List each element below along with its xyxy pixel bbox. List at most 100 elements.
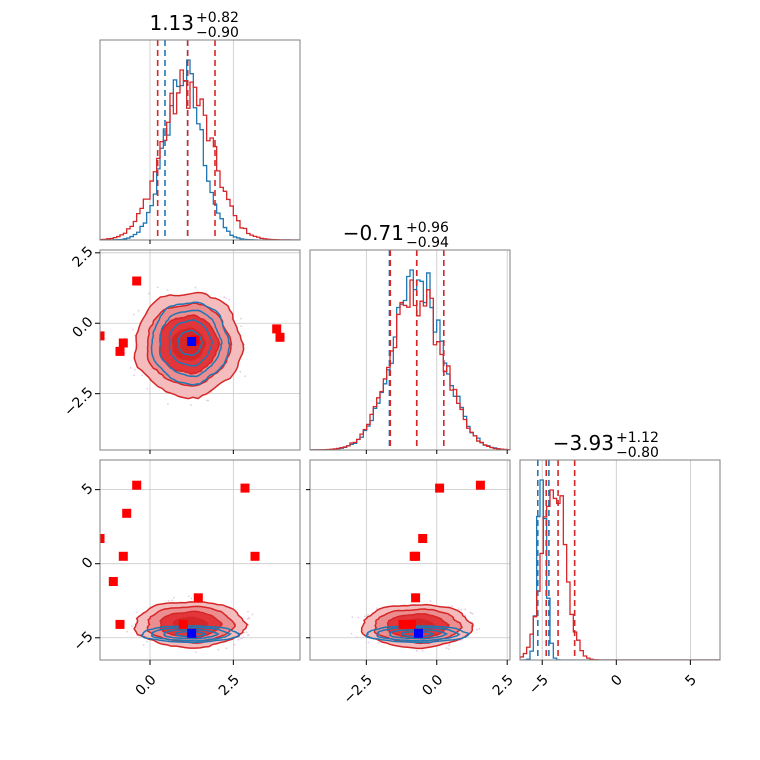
joint-p2-vs-p0-marker-red-7 <box>250 551 260 561</box>
joint-p2-vs-p1-sample-dot <box>445 647 448 650</box>
joint-p1-vs-p0-sample-dot <box>239 370 242 373</box>
joint-p2-vs-p1-sample-dot <box>461 639 464 641</box>
x-tick-label-p0-1: 2.5 <box>216 672 243 699</box>
marginal-p1-title-minus: −0.94 <box>406 235 449 251</box>
joint-p1-vs-p0-marker-red-4 <box>275 332 285 342</box>
joint-p2-vs-p1-sample-dot <box>429 600 432 603</box>
joint-p2-vs-p1-marker-red-6 <box>406 619 416 629</box>
joint-p2-vs-p0-sample-dot <box>241 637 244 640</box>
joint-p1-vs-p0-sample-dot <box>205 399 208 402</box>
y-tick-label-p2-2: 5 <box>79 480 97 498</box>
joint-p2-vs-p1-contour-blue-1 <box>376 626 461 642</box>
joint-p2-vs-p1-sample-dot <box>376 607 378 610</box>
joint-p2-vs-p0-sample-dot <box>131 625 134 628</box>
joint-p2-vs-p0-sample-dot <box>247 634 249 637</box>
joint-p2-vs-p0-contour-blue-1 <box>150 626 233 642</box>
marginal-p1-title: −0.71 +0.96−0.94 <box>343 220 449 251</box>
y-tick-label-p1-1: 0.0 <box>70 314 97 341</box>
joint-p2-vs-p1-sample-dot <box>356 636 358 639</box>
joint-p2-vs-p0-sample-dot <box>251 613 254 616</box>
joint-p2-vs-p1-contour-blue-2 <box>388 628 449 640</box>
joint-p2-vs-p0-frame <box>99 459 301 661</box>
joint-p2-vs-p0-sample-dot <box>142 644 145 646</box>
joint-p2-vs-p0-sample-dot <box>194 651 197 653</box>
joint-p1-vs-p0-sample-dot <box>194 286 197 289</box>
marginal-p2-plot <box>520 460 720 660</box>
joint-p1-vs-p0-sample-dot <box>137 309 140 312</box>
joint-p1-vs-p0-sample-dot <box>167 402 169 405</box>
joint-p1-vs-p0-frame <box>99 249 301 451</box>
joint-p2-vs-p0-sample-dot <box>173 596 175 599</box>
joint-p2-vs-p0-contour-blue-0 <box>140 625 241 644</box>
joint-p2-vs-p1-sample-dot <box>448 643 451 646</box>
marginal-p2-grid <box>541 460 691 660</box>
joint-p2-vs-p0-sample-dot <box>171 599 174 602</box>
marginal-p1-frame <box>309 249 511 451</box>
x-tick-label-p2-1: 0 <box>608 672 626 690</box>
joint-p2-vs-p0-contour-blue-3 <box>174 630 208 638</box>
joint-p1-vs-p0-sample-dot <box>156 286 159 289</box>
joint-p1-vs-p0-contour-blue-1 <box>158 309 223 378</box>
joint-p2-vs-p1-sample-dot <box>451 605 453 607</box>
joint-p2-vs-p1-marker-red-1 <box>475 480 485 490</box>
joint-p2-vs-p1-plot <box>350 480 485 652</box>
joint-p2-vs-p1-marker-red-0 <box>435 483 445 493</box>
y-tick-label-p2-0: −5 <box>71 629 97 655</box>
joint-p2-vs-p1-sample-dot <box>478 627 481 630</box>
joint-p2-vs-p1-marker-truth <box>414 628 423 638</box>
y-tick-label-p1-0: −2.5 <box>61 384 96 419</box>
joint-p1-vs-p0-sample-dot <box>129 366 132 369</box>
marginal-p2-hist-blue <box>520 479 720 660</box>
joint-p1-vs-p0-contour-blue-3 <box>177 329 204 357</box>
joint-p1-vs-p0-marker-red-5 <box>272 324 282 334</box>
joint-p2-vs-p0-marker-red-9 <box>178 619 188 629</box>
joint-p2-vs-p1-sample-dot <box>421 649 424 652</box>
joint-p2-vs-p0-sample-dot <box>237 638 240 641</box>
joint-p2-vs-p1-sample-dot <box>464 614 467 617</box>
marginal-p0-plot <box>100 40 300 240</box>
marginal-p0-hist-red <box>100 69 300 240</box>
marginal-p2-title-plus: +1.12 <box>616 430 659 446</box>
joint-p1-vs-p0-sample-dot <box>190 404 192 406</box>
marginal-p2-title-minus: −0.80 <box>616 445 659 461</box>
joint-p2-vs-p0-sample-dot <box>136 611 139 614</box>
joint-p2-vs-p0-sample-dot <box>225 647 228 650</box>
x-tick-label-p2-2: 5 <box>682 672 700 690</box>
y-tick-label-p2-1: 0 <box>79 555 97 573</box>
marginal-p0-title-main: 1.13 <box>149 11 194 35</box>
joint-p1-vs-p0-sample-dot <box>141 374 143 377</box>
joint-p2-vs-p1-sample-dot <box>471 621 474 623</box>
x-tick-label-p1-2: 2.5 <box>490 672 517 699</box>
joint-p2-vs-p1-frame <box>309 459 511 661</box>
joint-p2-vs-p1-contour-blue-0 <box>365 625 470 644</box>
joint-p2-vs-p1-sample-dot <box>471 612 474 615</box>
joint-p2-vs-p1-contour-blue-3 <box>401 630 434 638</box>
joint-p2-vs-p1-sample-dot <box>415 649 418 652</box>
marginal-p0-title: 1.13 +0.82−0.90 <box>149 10 238 41</box>
joint-p2-vs-p0-marker-red-8 <box>193 593 203 603</box>
joint-p2-vs-p0-sample-dot <box>248 616 250 619</box>
marginal-p0-hist-blue <box>100 59 300 240</box>
joint-p2-vs-p1-marker-red-2 <box>418 534 428 543</box>
joint-p2-vs-p1-sample-dot <box>469 611 472 614</box>
x-axis-p0: 0.0 2.5 <box>133 660 243 699</box>
marginal-p0-title-minus: −0.90 <box>196 25 239 41</box>
marginal-p1-plot <box>310 250 510 450</box>
joint-p1-vs-p0-sample-dot <box>146 387 149 390</box>
joint-p2-vs-p0-plot <box>100 480 260 653</box>
x-tick-label-p2-0: −5 <box>526 672 552 698</box>
joint-p1-vs-p0-contour-blue-0 <box>150 301 231 386</box>
joint-p2-vs-p0-sample-dot <box>126 630 129 633</box>
joint-p1-vs-p0-sample-dot <box>166 289 169 291</box>
x-tick-label-p1-0: −2.5 <box>341 672 376 707</box>
joint-p1-vs-p0-marker-red-1 <box>118 338 128 348</box>
joint-p2-vs-p0-sample-dot <box>217 648 220 651</box>
marginal-p2-frame <box>519 459 721 661</box>
joint-p2-vs-p0-marker-red-1 <box>132 480 142 490</box>
joint-p2-vs-p0-marker-red-6 <box>240 483 250 493</box>
joint-p2-vs-p1-sample-dot <box>366 613 369 616</box>
joint-p2-vs-p1-marker-red-7 <box>398 619 408 629</box>
marginal-p0-frame <box>99 39 301 241</box>
joint-p1-vs-p0-marker-truth <box>187 337 197 346</box>
joint-p2-vs-p1-sample-dot <box>377 641 380 644</box>
